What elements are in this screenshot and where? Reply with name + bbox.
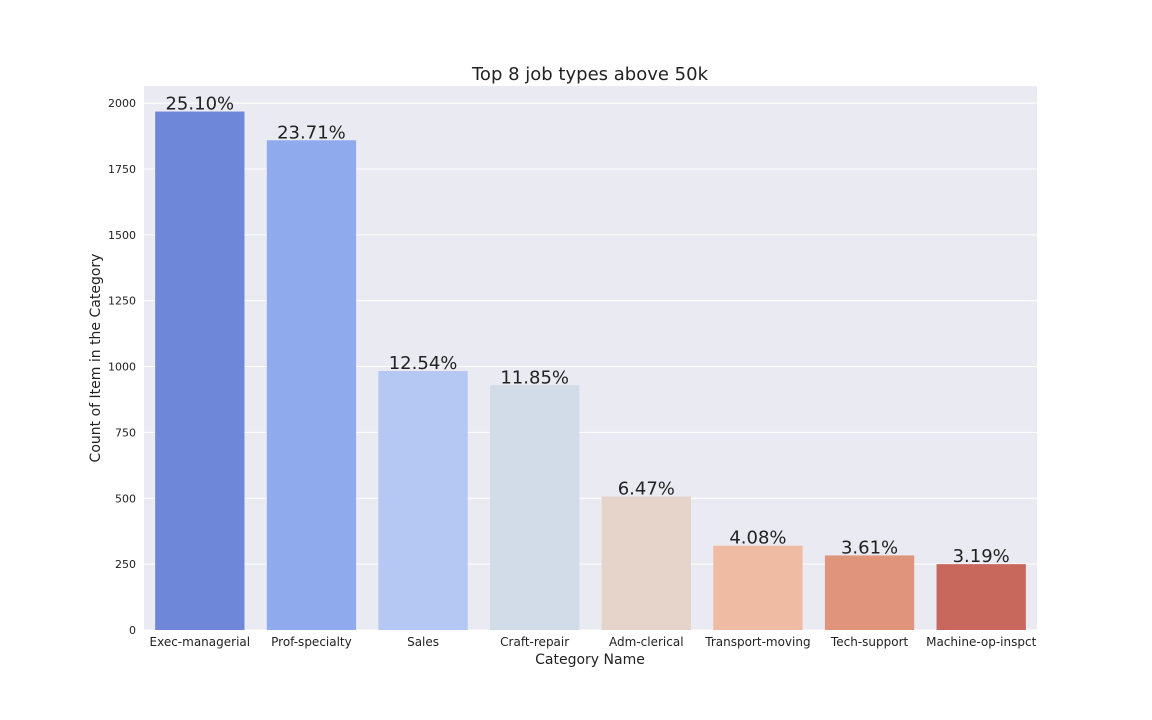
x-axis-label: Category Name [535,652,645,668]
bar-exec-managerial [155,111,245,630]
y-tick-label: 1000 [108,361,136,374]
y-tick-label: 1750 [108,163,136,176]
bar-value-label: 4.08% [729,528,786,549]
y-tick-label: 0 [129,624,136,637]
bar-value-label: 3.61% [841,537,898,558]
y-tick-label: 2000 [108,97,136,110]
chart-title: Top 8 job types above 50k [471,64,709,85]
x-tick-label: Machine-op-inspct [926,635,1036,649]
bar-craft-repair [490,385,580,630]
bar-value-label: 3.19% [953,546,1010,567]
bar-value-label: 6.47% [618,478,675,499]
x-tick-label: Tech-support [830,635,909,649]
bar-adm-clerical [601,496,691,630]
y-tick-label: 750 [115,426,136,439]
y-tick-label: 1500 [108,229,136,242]
bar-tech-support [824,555,915,630]
x-tick-label: Craft-repair [500,635,569,649]
bars [155,111,1026,630]
y-tick-label: 250 [115,558,136,571]
bar-sales [378,371,468,630]
x-tick-label: Sales [407,635,439,649]
bar-transport-moving [713,545,803,630]
bar-prof-specialty [266,140,357,630]
bar-machine-op-inspct [936,564,1026,630]
bar-value-label: 25.10% [165,94,234,115]
x-tick-label: Adm-clerical [609,635,684,649]
data-labels: 25.10% 23.71% 12.54% 11.85% 6.47% 4.08% 3.61% 3… [165,94,1009,568]
y-axis-ticks: 0 250 500 750 1000 1250 1500 1750 2000 [108,97,136,637]
y-axis-label: Count of Item in the Category [88,254,104,463]
bar-value-label: 23.71% [277,122,346,143]
x-tick-label: Exec-managerial [150,635,251,649]
x-axis-ticks: Exec-managerial Prof-specialty Sales Craft-… [150,635,1037,649]
bar-value-label: 12.54% [389,353,458,374]
x-tick-label: Prof-specialty [271,635,352,649]
bar-value-label: 11.85% [500,367,569,388]
x-tick-label: Transport-moving [704,635,810,649]
y-tick-label: 1250 [108,295,136,308]
y-tick-label: 500 [115,492,136,505]
